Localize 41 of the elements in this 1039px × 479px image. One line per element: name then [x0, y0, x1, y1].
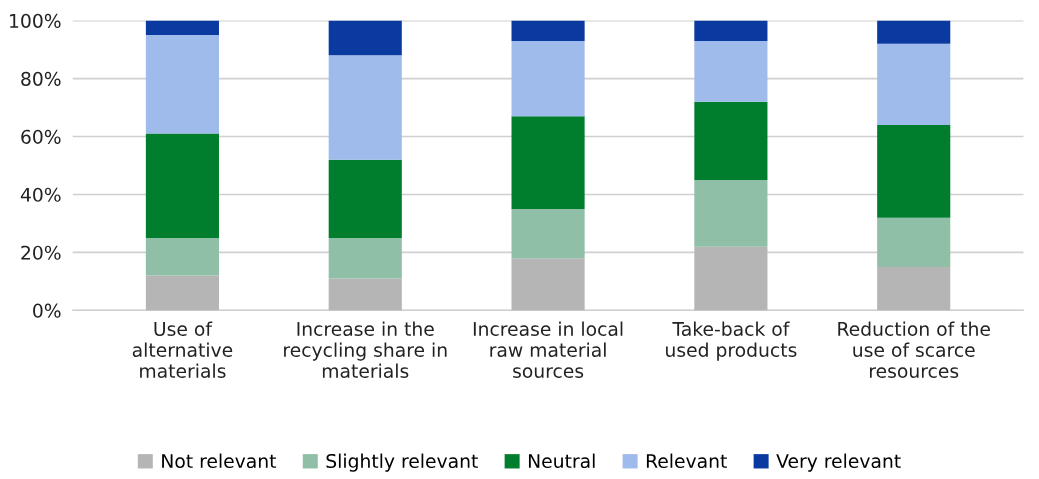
bar	[694, 40, 768, 102]
bar	[511, 20, 585, 41]
bar	[877, 124, 951, 218]
x-tick-label: Increase in local raw material sources	[473, 321, 623, 379]
bar	[694, 101, 768, 180]
bar	[511, 116, 585, 209]
legend-label: Not relevant	[162, 453, 277, 469]
x-tick-label: Increase in the recycling share in materials	[284, 321, 447, 379]
bar	[328, 237, 402, 279]
bar	[328, 55, 402, 160]
bar	[877, 20, 951, 44]
bar	[145, 237, 219, 276]
y-tick-label: 0%	[33, 303, 61, 318]
bar	[145, 275, 219, 311]
legend-label: Very relevant	[776, 453, 901, 472]
x-tick-label: Use of alternative materials	[132, 321, 233, 379]
x-tick-label: Take-back of used products	[666, 321, 797, 361]
y-tick-label: 20%	[21, 245, 61, 260]
bar	[511, 40, 585, 117]
y-tick-label: 100%	[10, 13, 61, 28]
bar	[145, 20, 219, 36]
bar	[511, 208, 585, 259]
bar	[694, 179, 768, 247]
bar	[328, 278, 402, 311]
y-tick-label: 60%	[21, 129, 61, 144]
bar	[145, 133, 219, 238]
bar	[511, 258, 585, 311]
bar	[694, 20, 768, 41]
bar	[877, 217, 951, 267]
bar	[694, 246, 768, 311]
bar	[145, 35, 219, 134]
legend-label: Slightly relevant	[326, 453, 478, 472]
bar	[328, 159, 402, 238]
y-tick-label: 80%	[21, 71, 61, 86]
legend-label: Neutral	[528, 453, 595, 469]
y-tick-label: 40%	[20, 187, 61, 202]
bar	[877, 266, 951, 311]
bar	[877, 43, 951, 125]
legend-label: Relevant	[646, 453, 727, 469]
x-tick-label: Reduction of the use of scarce resources	[838, 321, 990, 379]
bar	[328, 20, 402, 56]
